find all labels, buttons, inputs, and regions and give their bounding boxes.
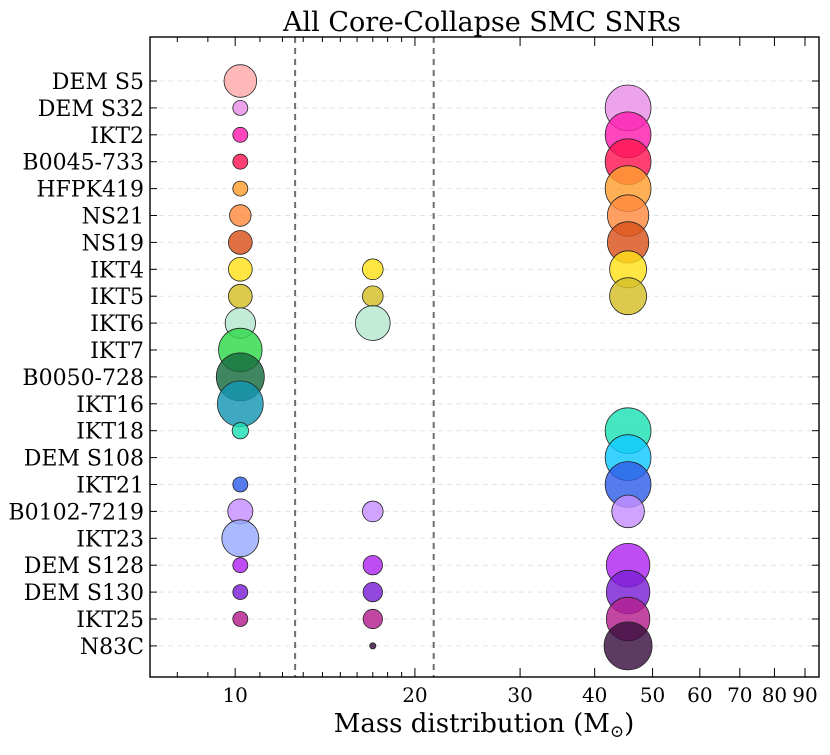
data-point-32 [221, 519, 260, 558]
data-point-37 [362, 581, 383, 603]
data-point-9 [229, 204, 252, 227]
grid-lines [150, 80, 819, 647]
y-tick-label: DEM S128 [24, 554, 144, 579]
data-point-5 [232, 153, 249, 170]
data-point-13 [228, 256, 253, 282]
data-point-34 [362, 555, 383, 576]
y-tick-label: IKT7 [90, 339, 144, 364]
x-tick-label: 70 [727, 683, 752, 707]
data-point-7 [232, 180, 249, 197]
y-tick-label: DEM S108 [24, 447, 144, 472]
data-point-11 [228, 230, 253, 255]
axis-ticks [150, 37, 819, 677]
x-tick-label: 30 [507, 683, 532, 707]
data-point-27 [232, 476, 249, 493]
x-tick-labels: 10 20 30 40 50 60 70 80 90 [222, 683, 817, 707]
y-tick-label: B0102-7219 [8, 500, 144, 525]
y-tick-label: DEM S5 [52, 70, 144, 95]
data-point-42 [369, 642, 377, 650]
y-tick-label: NS19 [82, 231, 144, 256]
plot-frame [149, 36, 820, 678]
data-point-20 [354, 305, 391, 341]
data-point-30 [362, 500, 384, 523]
x-axis-label-text: Mass distribution (M [334, 709, 610, 739]
x-tick-label: 60 [687, 683, 712, 707]
x-axis-label: Mass distribution (M⊙) [334, 709, 635, 742]
y-tick-label: N83C [80, 635, 144, 660]
sun-symbol: ⊙ [610, 722, 624, 742]
y-tick-label: IKT5 [90, 285, 144, 310]
data-point-40 [362, 608, 383, 630]
data-points [215, 64, 653, 671]
y-tick-label: IKT23 [76, 527, 144, 552]
data-point-39 [232, 611, 249, 627]
x-axis-label-close: ) [624, 709, 634, 739]
data-point-0 [223, 64, 258, 98]
x-tick-label: 80 [762, 683, 787, 707]
y-tick-label: IKT25 [76, 608, 144, 633]
y-tick-label: IKT4 [90, 258, 144, 283]
y-tick-label: DEM S130 [24, 581, 144, 606]
data-point-43 [603, 621, 653, 671]
threshold-lines [294, 37, 435, 677]
y-tick-label: HFPK419 [36, 178, 144, 203]
y-tick-label: IKT2 [90, 124, 144, 149]
data-point-33 [232, 557, 249, 574]
data-point-31 [611, 494, 645, 529]
data-point-18 [609, 277, 647, 316]
x-tick-label: 10 [222, 683, 247, 707]
y-tick-label: IKT21 [76, 474, 144, 499]
y-tick-label: DEM S32 [38, 97, 144, 122]
data-point-36 [232, 584, 249, 600]
data-point-3 [232, 126, 249, 143]
x-tick-label: 90 [792, 683, 817, 707]
y-tick-label: IKT16 [76, 393, 144, 418]
x-tick-label: 40 [582, 683, 607, 707]
y-tick-label: B0045-733 [22, 151, 144, 176]
y-tick-label: IKT6 [90, 312, 144, 337]
data-point-23 [217, 380, 264, 428]
x-tick-label: 50 [640, 683, 665, 707]
chart-title: All Core-Collapse SMC SNRs [282, 7, 681, 38]
y-tick-label: IKT18 [76, 420, 144, 445]
y-tick-label: B0050-728 [22, 366, 144, 391]
data-point-24 [231, 422, 249, 440]
data-point-16 [228, 283, 253, 309]
data-point-1 [232, 100, 249, 116]
x-tick-label: 20 [402, 683, 427, 707]
y-tick-label: NS21 [82, 205, 144, 230]
data-point-17 [362, 285, 384, 307]
data-point-14 [362, 258, 384, 281]
